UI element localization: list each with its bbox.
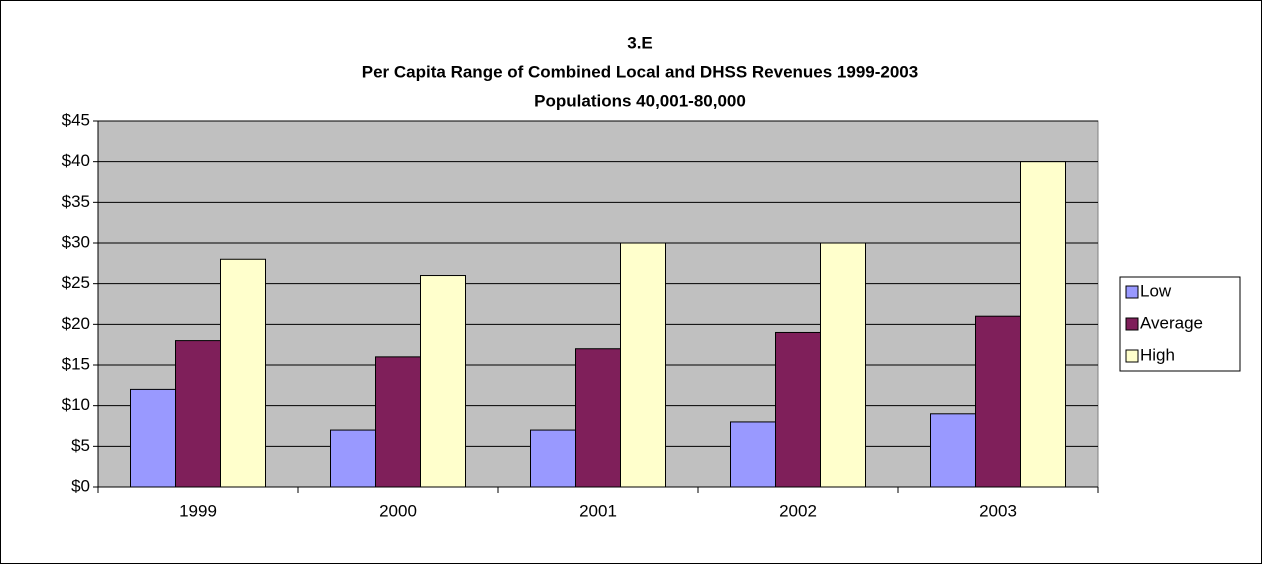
x-tick-label: 2001	[579, 501, 617, 520]
bar	[375, 356, 421, 488]
y-tick-label: $20	[62, 314, 90, 333]
bar	[220, 258, 266, 488]
y-tick-label: $40	[62, 151, 90, 170]
bar	[930, 413, 976, 488]
bar	[130, 388, 176, 488]
legend-swatch	[1125, 349, 1139, 363]
y-tick-label: $5	[71, 436, 90, 455]
legend-label: Average	[1140, 313, 1203, 332]
legend-label: High	[1140, 345, 1175, 364]
bar	[975, 315, 1021, 488]
x-tick-label: 2002	[779, 501, 817, 520]
bar	[620, 242, 666, 488]
bar	[575, 348, 621, 488]
y-tick-label: $10	[62, 395, 90, 414]
chart-title: Populations 40,001-80,000	[534, 91, 746, 110]
y-tick-label: $0	[71, 476, 90, 495]
x-tick-label: 2003	[979, 501, 1017, 520]
chart-title: Per Capita Range of Combined Local and D…	[362, 62, 918, 81]
bar	[330, 429, 376, 488]
legend-box	[1119, 276, 1241, 372]
bar	[820, 242, 866, 488]
legend-swatch	[1125, 317, 1139, 331]
x-tick-label: 1999	[179, 501, 217, 520]
chart-title: 3.E	[627, 33, 653, 52]
y-tick-label: $30	[62, 232, 90, 251]
y-tick-label: $35	[62, 192, 90, 211]
bar	[530, 429, 576, 488]
y-tick-label: $25	[62, 273, 90, 292]
y-tick-label: $15	[62, 354, 90, 373]
bar	[1020, 161, 1066, 488]
legend-label: Low	[1140, 281, 1172, 300]
bar	[420, 275, 466, 488]
y-tick-label: $45	[62, 110, 90, 129]
bar	[775, 331, 821, 488]
bar	[175, 340, 221, 488]
legend-swatch	[1125, 285, 1139, 299]
x-tick-label: 2000	[379, 501, 417, 520]
bar	[730, 421, 776, 488]
